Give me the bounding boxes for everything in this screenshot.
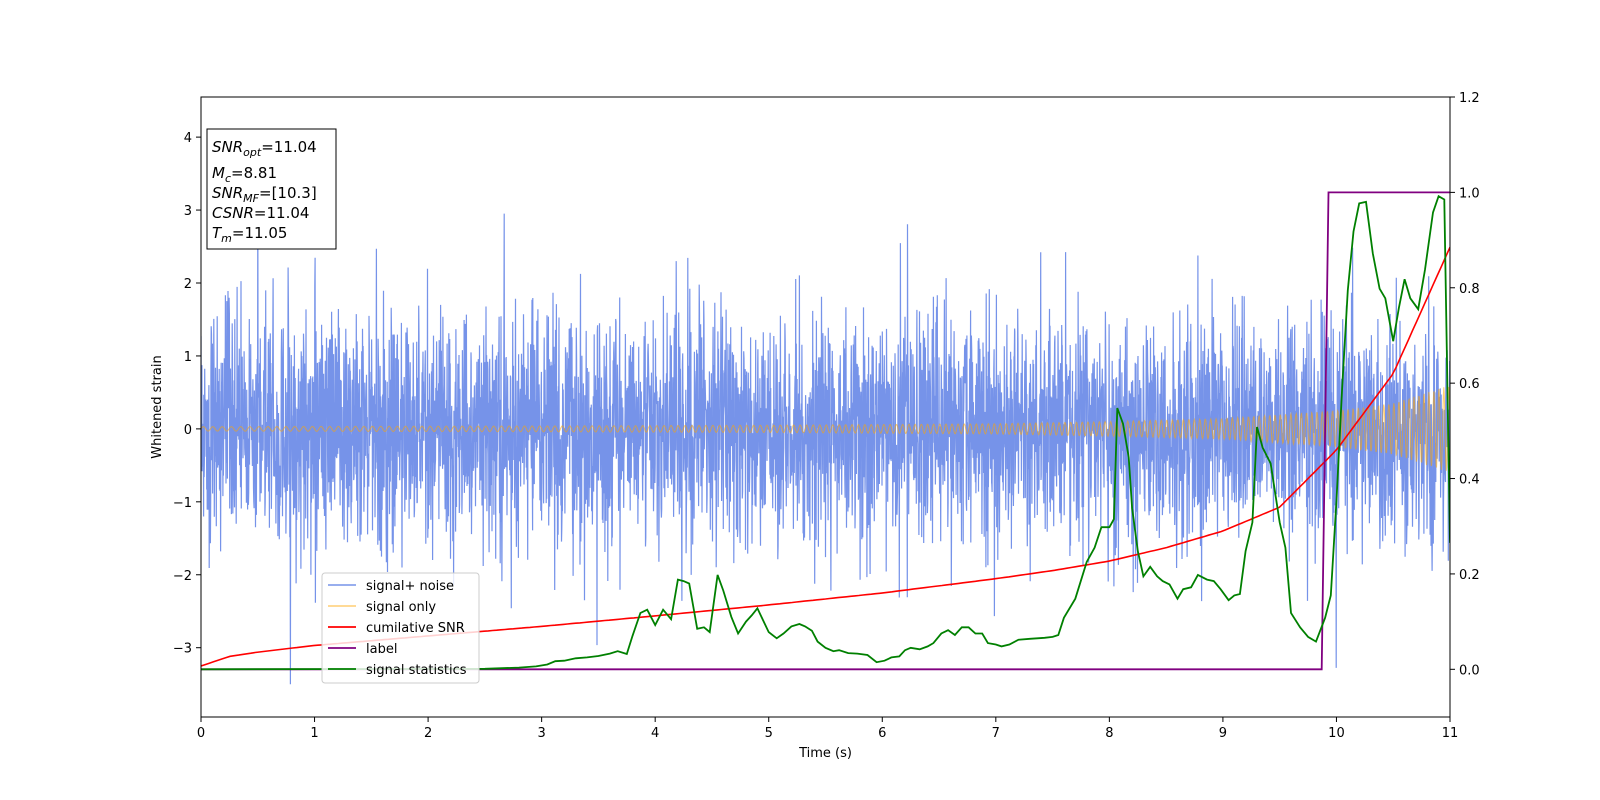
x-tick-label: 4 [651,726,659,741]
y2-tick-label: 0.8 [1459,282,1480,297]
x-tick-label: 0 [197,726,205,741]
csnr-text: CSNR=11.04 [212,204,309,222]
legend-item-cumulative-snr: cumilative SNR [328,621,465,636]
svg-text:signal only: signal only [366,600,436,615]
x-tick-label: 9 [1219,726,1227,741]
y-axis-ticks: −3 −2 −1 0 1 2 3 4 [173,131,201,657]
y2-tick-label: 0.6 [1459,377,1480,392]
legend-item-signal-noise: signal+ noise [328,579,454,594]
y2-tick-label: 0.4 [1459,473,1480,488]
x-tick-label: 10 [1328,726,1345,741]
y-tick-label: −3 [173,642,192,657]
axes-frame [200,96,1451,718]
y-tick-label: 2 [184,277,192,292]
legend-item-label: label [328,642,397,657]
x-axis-label: Time (s) [798,746,852,761]
x-tick-label: 2 [424,726,432,741]
svg-text:cumilative SNR: cumilative SNR [366,621,465,636]
y-tick-label: 0 [184,423,192,438]
svg-text:label: label [366,642,397,657]
x-tick-label: 6 [878,726,886,741]
y-tick-label: 3 [184,204,192,219]
y2-tick-label: 1.2 [1459,91,1480,106]
svg-text:signal+ noise: signal+ noise [366,579,454,594]
y2-tick-label: 1.0 [1459,186,1480,201]
x-tick-label: 8 [1105,726,1113,741]
x-tick-label: 7 [992,726,1000,741]
y2-tick-label: 0.0 [1459,663,1480,678]
svg-text:signal statistics: signal statistics [366,663,467,678]
snr-mf-text: SNRMF=[10.3] [212,184,317,205]
tm-text: Tm=11.05 [212,224,287,245]
y-tick-label: 1 [184,350,192,365]
signal-only-line [201,386,1450,471]
x-axis-ticks: 0 1 2 3 4 5 6 7 8 9 10 11 [197,717,1458,741]
signal-noise-line [201,198,1450,685]
snr-opt-text: SNRopt=11.04 [212,138,317,159]
x-tick-label: 11 [1442,726,1459,741]
y-tick-label: −2 [173,569,192,584]
x-tick-label: 5 [765,726,773,741]
legend-item-signal-statistics: signal statistics [328,663,467,678]
x-tick-label: 1 [310,726,318,741]
signal-statistics-line [201,194,1450,671]
y2-axis-ticks: 0.0 0.2 0.4 0.6 0.8 1.0 1.2 [1450,91,1480,678]
y2-tick-label: 0.2 [1459,568,1480,583]
legend-box [321,572,480,684]
legend-item-signal-only: signal only [328,600,436,615]
y-axis-label: Whitened strain [150,355,165,458]
mc-text: Mc=8.81 [212,164,277,185]
y-tick-label: 4 [184,131,192,146]
info-box: SNRopt=11.04 Mc=8.81 SNRMF=[10.3] CSNR=1… [206,128,337,250]
label-line [201,191,1450,671]
x-tick-label: 3 [537,726,545,741]
y-tick-label: −1 [173,496,192,511]
legend: signal+ noise signal only cumilative SNR… [321,572,480,684]
